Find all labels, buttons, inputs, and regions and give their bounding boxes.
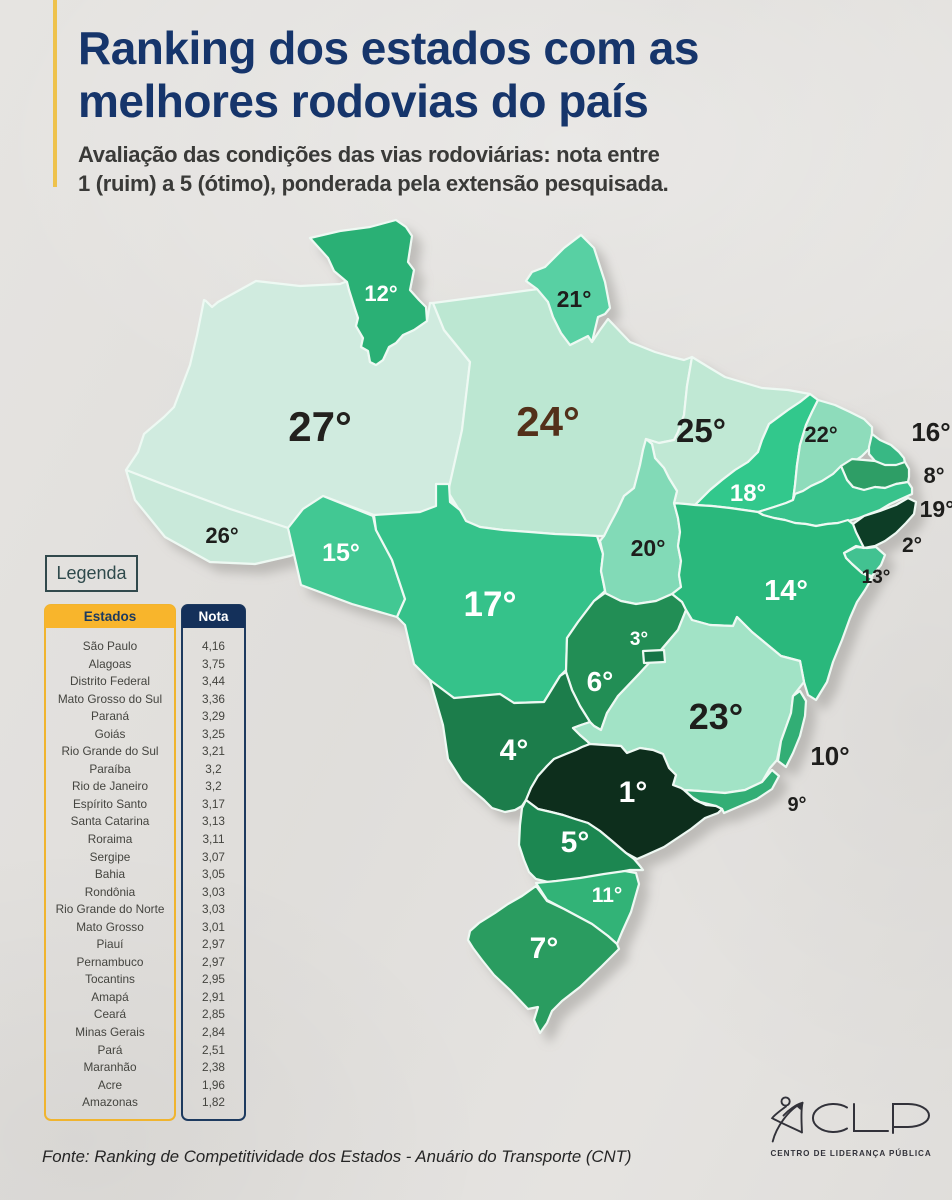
svg-text:14°: 14° [764, 575, 808, 607]
svg-text:5°: 5° [561, 826, 590, 859]
svg-text:25°: 25° [676, 412, 726, 449]
svg-text:12°: 12° [364, 281, 397, 306]
svg-text:6°: 6° [587, 666, 614, 697]
svg-text:9°: 9° [787, 794, 806, 816]
svg-text:27°: 27° [288, 403, 352, 450]
svg-text:11°: 11° [592, 884, 623, 907]
svg-text:26°: 26° [205, 523, 238, 548]
svg-text:15°: 15° [322, 539, 360, 567]
svg-text:13°: 13° [862, 567, 891, 588]
svg-text:1°: 1° [619, 776, 648, 809]
svg-text:19°: 19° [920, 496, 952, 522]
svg-text:CENTRO DE LIDERANÇA PÚBLICA: CENTRO DE LIDERANÇA PÚBLICA [771, 1149, 932, 1158]
svg-text:17°: 17° [464, 585, 517, 624]
svg-text:8°: 8° [923, 463, 944, 488]
svg-text:23°: 23° [689, 696, 743, 737]
svg-text:21°: 21° [557, 286, 592, 312]
svg-text:24°: 24° [516, 398, 580, 445]
svg-text:2°: 2° [902, 534, 922, 557]
svg-text:16°: 16° [911, 417, 950, 447]
svg-text:20°: 20° [631, 535, 666, 561]
svg-text:22°: 22° [804, 422, 837, 447]
svg-text:3°: 3° [630, 629, 648, 650]
svg-text:18°: 18° [730, 480, 766, 507]
svg-text:10°: 10° [810, 741, 849, 771]
svg-text:4°: 4° [500, 734, 529, 767]
svg-text:7°: 7° [530, 932, 559, 965]
